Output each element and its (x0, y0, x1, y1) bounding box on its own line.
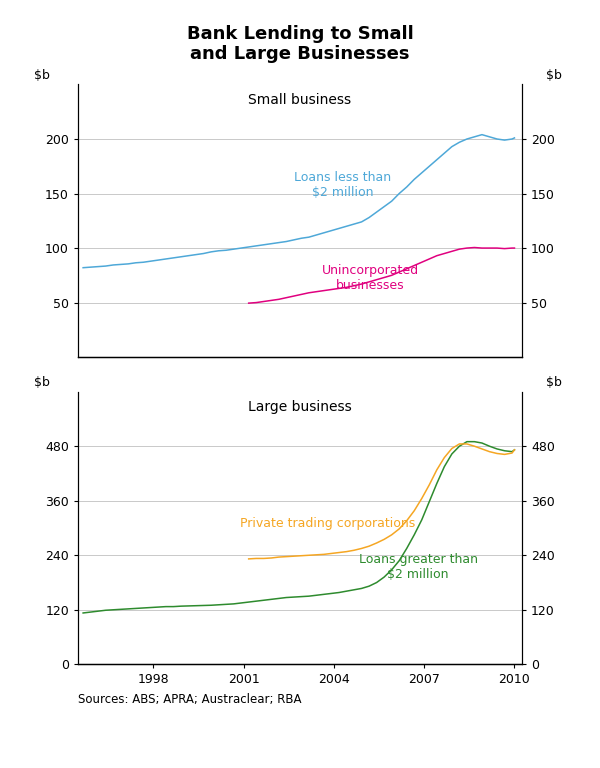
Text: Loans less than
$2 million: Loans less than $2 million (295, 170, 391, 199)
Text: Unincorporated
businesses: Unincorporated businesses (322, 263, 419, 292)
Text: Private trading corporations: Private trading corporations (240, 517, 415, 530)
Text: Sources: ABS; APRA; Austraclear; RBA: Sources: ABS; APRA; Austraclear; RBA (78, 693, 302, 706)
Text: Large business: Large business (248, 400, 352, 414)
Text: Bank Lending to Small
and Large Businesses: Bank Lending to Small and Large Business… (187, 25, 413, 64)
Text: $b: $b (34, 69, 49, 81)
Text: $b: $b (546, 69, 562, 81)
Text: $b: $b (34, 376, 49, 389)
Text: Small business: Small business (248, 93, 352, 107)
Text: Loans greater than
$2 million: Loans greater than $2 million (359, 553, 478, 581)
Text: $b: $b (546, 376, 562, 389)
